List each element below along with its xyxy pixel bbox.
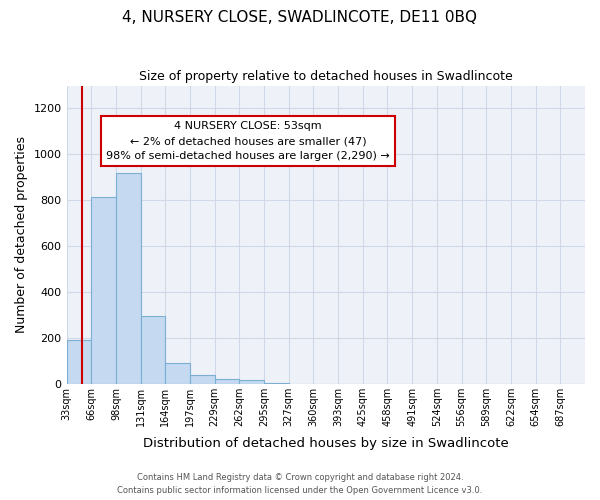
Text: Contains HM Land Registry data © Crown copyright and database right 2024.
Contai: Contains HM Land Registry data © Crown c…: [118, 474, 482, 495]
Bar: [91, 197, 116, 384]
Bar: [190, 374, 215, 384]
X-axis label: Distribution of detached houses by size in Swadlincote: Distribution of detached houses by size …: [143, 437, 509, 450]
Bar: [67, 340, 91, 384]
Bar: [165, 363, 190, 384]
Bar: [140, 316, 165, 384]
Y-axis label: Number of detached properties: Number of detached properties: [15, 136, 28, 333]
Text: 4 NURSERY CLOSE: 53sqm
← 2% of detached houses are smaller (47)
98% of semi-deta: 4 NURSERY CLOSE: 53sqm ← 2% of detached …: [106, 122, 390, 161]
Bar: [264, 382, 289, 384]
Bar: [239, 380, 264, 384]
Text: 4, NURSERY CLOSE, SWADLINCOTE, DE11 0BQ: 4, NURSERY CLOSE, SWADLINCOTE, DE11 0BQ: [122, 10, 478, 25]
Bar: [215, 379, 239, 384]
Title: Size of property relative to detached houses in Swadlincote: Size of property relative to detached ho…: [139, 70, 512, 83]
Bar: [116, 172, 140, 384]
